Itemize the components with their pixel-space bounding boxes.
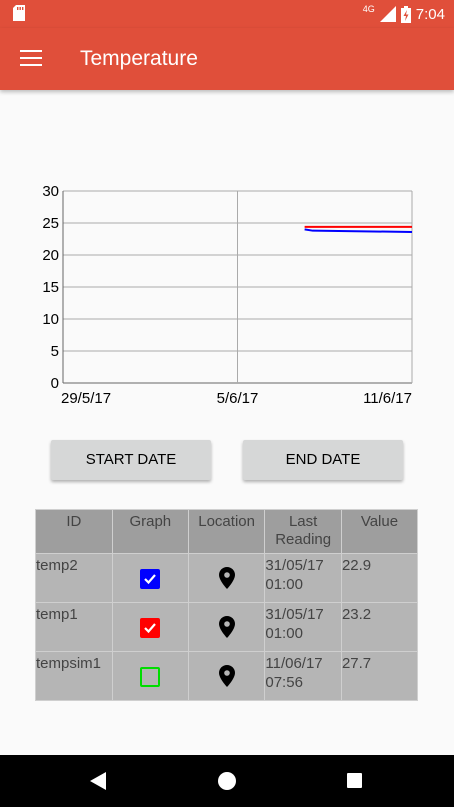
y-axis-ticks: 30 25 20 15 10 5 0 xyxy=(42,183,59,392)
y-tick-label: 30 xyxy=(42,183,59,200)
header-location: Location xyxy=(187,509,266,554)
row-location-cell xyxy=(187,651,266,701)
map-pin-icon[interactable] xyxy=(218,616,235,638)
x-tick-label: 11/6/17 xyxy=(363,390,412,407)
row-id-cell: temp1 xyxy=(35,602,113,652)
row-location-cell xyxy=(187,602,266,652)
last-reading-time: 01:00 xyxy=(265,576,303,593)
last-reading-date: 31/05/17 xyxy=(265,557,324,574)
y-tick-label: 20 xyxy=(42,247,59,264)
row-value: 27.7 xyxy=(341,655,372,672)
header-id: ID xyxy=(35,509,113,554)
map-pin-icon[interactable] xyxy=(218,567,235,589)
cellular-signal-icon xyxy=(379,6,396,22)
last-reading-time: 07:56 xyxy=(265,674,303,691)
row-last-reading-cell: 31/05/17 01:00 xyxy=(264,602,342,652)
row-id: temp1 xyxy=(36,606,78,623)
y-tick-label: 0 xyxy=(51,375,59,392)
page-title: Temperature xyxy=(80,47,198,70)
table-header-row: ID Graph Location Last Reading Value xyxy=(35,509,419,554)
last-reading-date: 11/06/17 xyxy=(265,655,323,672)
sensor-table: ID Graph Location Last Reading Value tem… xyxy=(35,509,419,701)
recents-icon[interactable] xyxy=(347,773,362,788)
row-last-reading-cell: 31/05/17 01:00 xyxy=(264,553,342,603)
header-graph: Graph xyxy=(111,509,189,554)
header-last-reading-line2: Reading xyxy=(275,531,332,548)
sd-card-icon xyxy=(13,5,25,21)
row-id-cell: tempsim1 xyxy=(35,651,113,701)
table-row[interactable]: temp1 31/05/17 01:00 23.2 xyxy=(35,602,419,652)
chart-series xyxy=(304,225,413,233)
table-row[interactable]: tempsim1 11/06/17 07:56 27.7 xyxy=(35,651,419,701)
home-icon[interactable] xyxy=(218,772,236,790)
row-value-cell: 27.7 xyxy=(340,651,419,701)
row-value-cell: 23.2 xyxy=(340,602,419,652)
row-value: 23.2 xyxy=(341,606,372,623)
series-line xyxy=(304,228,413,233)
row-id: temp2 xyxy=(36,557,78,574)
row-last-reading-cell: 11/06/17 07:56 xyxy=(264,651,342,701)
row-graph-cell xyxy=(111,602,189,652)
battery-charging-icon xyxy=(400,5,411,23)
last-reading-time: 01:00 xyxy=(265,625,303,642)
header-value: Value xyxy=(340,509,419,554)
row-id: tempsim1 xyxy=(36,655,102,672)
checkmark-icon xyxy=(144,623,157,634)
navigation-bar xyxy=(0,755,454,807)
last-reading-date: 31/05/17 xyxy=(265,606,324,623)
x-tick-label: 29/5/17 xyxy=(61,390,111,407)
x-axis-ticks: 29/5/17 5/6/17 11/6/17 xyxy=(61,390,412,407)
y-tick-label: 25 xyxy=(42,215,59,232)
y-tick-label: 15 xyxy=(42,279,59,296)
row-value: 22.9 xyxy=(341,557,372,574)
chart-grid xyxy=(62,190,413,384)
table-row[interactable]: temp2 31/05/17 01:00 22.9 xyxy=(35,553,419,603)
graph-checkbox[interactable] xyxy=(140,667,161,687)
header-last-reading-line1: Last xyxy=(288,513,318,530)
temperature-chart: 30 25 20 15 10 5 0 29/5/17 5/6/17 11/6/17 xyxy=(42,183,413,407)
start-date-button[interactable]: START DATE xyxy=(51,440,211,480)
checkmark-icon xyxy=(144,574,157,585)
network-type-label: 4G xyxy=(362,4,375,14)
back-icon[interactable] xyxy=(90,772,106,790)
row-value-cell: 22.9 xyxy=(340,553,419,603)
y-tick-label: 10 xyxy=(42,311,59,328)
row-id-cell: temp2 xyxy=(35,553,113,603)
row-graph-cell xyxy=(111,651,189,701)
header-last-reading: Last Reading xyxy=(264,509,342,554)
x-tick-label: 5/6/17 xyxy=(217,390,259,407)
clock-time: 7:04 xyxy=(415,5,445,23)
end-date-button[interactable]: END DATE xyxy=(243,440,403,480)
graph-checkbox[interactable] xyxy=(140,618,161,638)
map-pin-icon[interactable] xyxy=(218,665,235,687)
app-bar: Temperature xyxy=(0,28,454,90)
graph-checkbox[interactable] xyxy=(140,569,161,589)
row-graph-cell xyxy=(111,553,189,603)
status-bar: 4G 7:04 xyxy=(0,0,454,28)
y-tick-label: 5 xyxy=(51,343,59,360)
row-location-cell xyxy=(187,553,266,603)
hamburger-menu-icon[interactable] xyxy=(20,50,42,68)
